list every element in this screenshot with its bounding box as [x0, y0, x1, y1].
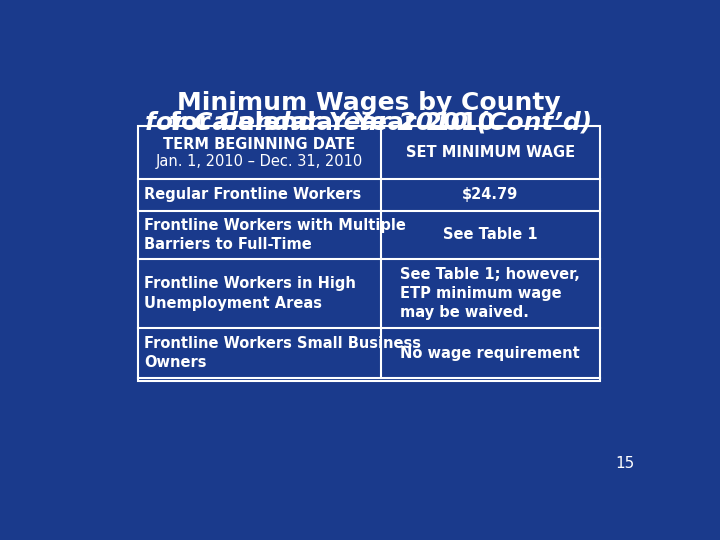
Text: Frontline Workers with Multiple
Barriers to Full-Time: Frontline Workers with Multiple Barriers…	[144, 218, 406, 252]
Text: Minimum Wages by County: Minimum Wages by County	[177, 91, 561, 116]
Text: TERM BEGINNING DATE: TERM BEGINNING DATE	[163, 137, 356, 152]
Text: $24.79: $24.79	[462, 187, 518, 202]
Text: See Table 1: See Table 1	[443, 227, 538, 242]
Text: Regular Frontline Workers: Regular Frontline Workers	[144, 187, 361, 202]
Text: Jan. 1, 2010 – Dec. 31, 2010: Jan. 1, 2010 – Dec. 31, 2010	[156, 154, 363, 170]
Bar	[138, 126, 600, 381]
Text: See Table 1; however,
ETP minimum wage
may be waived.: See Table 1; however, ETP minimum wage m…	[400, 267, 580, 320]
Text: 15: 15	[616, 456, 635, 471]
Text: for Calendar Year 2010 (Cont’d): for Calendar Year 2010 (Cont’d)	[145, 111, 593, 134]
Text: Frontline Workers in High
Unemployment Areas: Frontline Workers in High Unemployment A…	[144, 276, 356, 310]
Text: for Calendar Year 2010: for Calendar Year 2010	[170, 111, 503, 134]
Text: SET MINIMUM WAGE: SET MINIMUM WAGE	[405, 145, 575, 160]
Text: Frontline Workers Small Business
Owners: Frontline Workers Small Business Owners	[144, 336, 421, 370]
Text: No wage requirement: No wage requirement	[400, 346, 580, 361]
